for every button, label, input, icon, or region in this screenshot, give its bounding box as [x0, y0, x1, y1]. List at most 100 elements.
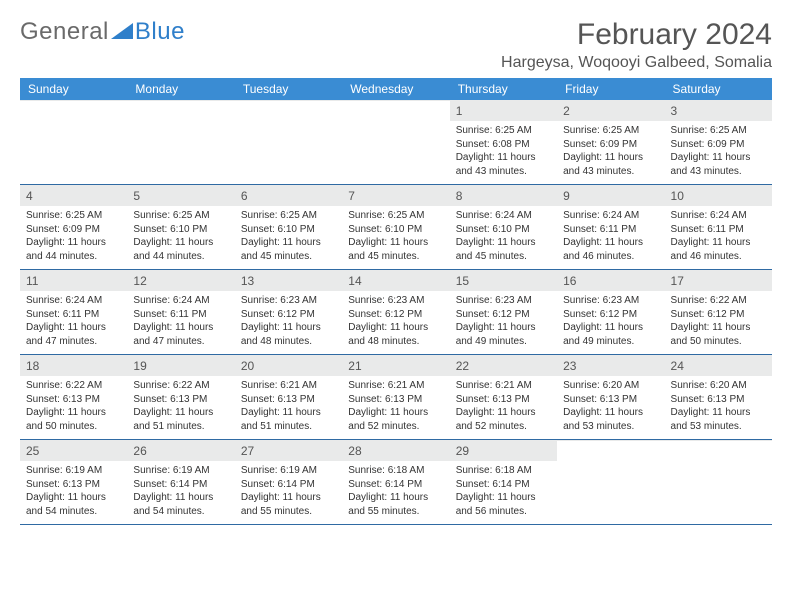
location-subtitle: Hargeysa, Woqooyi Galbeed, Somalia	[501, 54, 772, 72]
day-number: 8	[450, 185, 557, 206]
calendar-cell: 10Sunrise: 6:24 AMSunset: 6:11 PMDayligh…	[665, 185, 772, 270]
calendar-page: General Blue February 2024 Hargeysa, Woq…	[0, 0, 792, 535]
logo-text-general: General	[20, 18, 109, 46]
calendar-row: 18Sunrise: 6:22 AMSunset: 6:13 PMDayligh…	[20, 355, 772, 440]
day-details: Sunrise: 6:21 AMSunset: 6:13 PMDaylight:…	[450, 376, 557, 439]
day-number: 5	[127, 185, 234, 206]
calendar-cell: 6Sunrise: 6:25 AMSunset: 6:10 PMDaylight…	[235, 185, 342, 270]
day-number: 25	[20, 440, 127, 461]
calendar-table: SundayMondayTuesdayWednesdayThursdayFrid…	[20, 78, 772, 525]
day-number: 7	[342, 185, 449, 206]
calendar-cell	[557, 440, 664, 525]
day-details: Sunrise: 6:22 AMSunset: 6:12 PMDaylight:…	[665, 291, 772, 354]
day-number: 4	[20, 185, 127, 206]
day-details: Sunrise: 6:20 AMSunset: 6:13 PMDaylight:…	[557, 376, 664, 439]
logo: General Blue	[20, 18, 185, 46]
day-number: 20	[235, 355, 342, 376]
day-number: 28	[342, 440, 449, 461]
calendar-cell	[235, 100, 342, 185]
weekday-label: Tuesday	[235, 78, 342, 100]
calendar-cell: 1Sunrise: 6:25 AMSunset: 6:08 PMDaylight…	[450, 100, 557, 185]
day-number: 11	[20, 270, 127, 291]
calendar-cell: 26Sunrise: 6:19 AMSunset: 6:14 PMDayligh…	[127, 440, 234, 525]
day-number: 24	[665, 355, 772, 376]
header: General Blue February 2024 Hargeysa, Woq…	[20, 18, 772, 72]
calendar-cell	[342, 100, 449, 185]
day-details: Sunrise: 6:25 AMSunset: 6:08 PMDaylight:…	[450, 121, 557, 184]
day-number: 9	[557, 185, 664, 206]
day-details: Sunrise: 6:22 AMSunset: 6:13 PMDaylight:…	[127, 376, 234, 439]
calendar-cell: 19Sunrise: 6:22 AMSunset: 6:13 PMDayligh…	[127, 355, 234, 440]
day-details: Sunrise: 6:19 AMSunset: 6:14 PMDaylight:…	[235, 461, 342, 524]
day-details	[235, 121, 342, 179]
calendar-cell: 3Sunrise: 6:25 AMSunset: 6:09 PMDaylight…	[665, 100, 772, 185]
day-details: Sunrise: 6:23 AMSunset: 6:12 PMDaylight:…	[450, 291, 557, 354]
day-number: 12	[127, 270, 234, 291]
day-details: Sunrise: 6:25 AMSunset: 6:09 PMDaylight:…	[20, 206, 127, 269]
day-number: 3	[665, 100, 772, 121]
calendar-cell: 7Sunrise: 6:25 AMSunset: 6:10 PMDaylight…	[342, 185, 449, 270]
day-details: Sunrise: 6:25 AMSunset: 6:10 PMDaylight:…	[235, 206, 342, 269]
day-details: Sunrise: 6:19 AMSunset: 6:13 PMDaylight:…	[20, 461, 127, 524]
day-number: 14	[342, 270, 449, 291]
day-details: Sunrise: 6:18 AMSunset: 6:14 PMDaylight:…	[342, 461, 449, 524]
day-details: Sunrise: 6:24 AMSunset: 6:10 PMDaylight:…	[450, 206, 557, 269]
calendar-cell: 28Sunrise: 6:18 AMSunset: 6:14 PMDayligh…	[342, 440, 449, 525]
day-details: Sunrise: 6:23 AMSunset: 6:12 PMDaylight:…	[557, 291, 664, 354]
day-details: Sunrise: 6:22 AMSunset: 6:13 PMDaylight:…	[20, 376, 127, 439]
day-number	[127, 100, 234, 121]
day-details: Sunrise: 6:25 AMSunset: 6:09 PMDaylight:…	[665, 121, 772, 184]
day-number: 2	[557, 100, 664, 121]
day-details: Sunrise: 6:23 AMSunset: 6:12 PMDaylight:…	[342, 291, 449, 354]
calendar-cell: 15Sunrise: 6:23 AMSunset: 6:12 PMDayligh…	[450, 270, 557, 355]
day-details: Sunrise: 6:25 AMSunset: 6:09 PMDaylight:…	[557, 121, 664, 184]
calendar-body: 1Sunrise: 6:25 AMSunset: 6:08 PMDaylight…	[20, 100, 772, 525]
weekday-label: Sunday	[20, 78, 127, 100]
calendar-cell: 22Sunrise: 6:21 AMSunset: 6:13 PMDayligh…	[450, 355, 557, 440]
calendar-cell: 9Sunrise: 6:24 AMSunset: 6:11 PMDaylight…	[557, 185, 664, 270]
calendar-row: 11Sunrise: 6:24 AMSunset: 6:11 PMDayligh…	[20, 270, 772, 355]
weekday-label: Friday	[557, 78, 664, 100]
calendar-cell: 24Sunrise: 6:20 AMSunset: 6:13 PMDayligh…	[665, 355, 772, 440]
logo-text-blue: Blue	[135, 18, 185, 46]
calendar-cell: 12Sunrise: 6:24 AMSunset: 6:11 PMDayligh…	[127, 270, 234, 355]
day-number	[20, 100, 127, 121]
weekday-label: Wednesday	[342, 78, 449, 100]
calendar-cell: 2Sunrise: 6:25 AMSunset: 6:09 PMDaylight…	[557, 100, 664, 185]
calendar-cell	[665, 440, 772, 525]
day-details: Sunrise: 6:24 AMSunset: 6:11 PMDaylight:…	[127, 291, 234, 354]
calendar-cell: 25Sunrise: 6:19 AMSunset: 6:13 PMDayligh…	[20, 440, 127, 525]
day-details: Sunrise: 6:21 AMSunset: 6:13 PMDaylight:…	[342, 376, 449, 439]
calendar-cell: 18Sunrise: 6:22 AMSunset: 6:13 PMDayligh…	[20, 355, 127, 440]
day-number: 16	[557, 270, 664, 291]
day-number	[557, 440, 664, 461]
calendar-cell: 14Sunrise: 6:23 AMSunset: 6:12 PMDayligh…	[342, 270, 449, 355]
calendar-cell: 17Sunrise: 6:22 AMSunset: 6:12 PMDayligh…	[665, 270, 772, 355]
calendar-weekday-header: SundayMondayTuesdayWednesdayThursdayFrid…	[20, 78, 772, 100]
day-number: 13	[235, 270, 342, 291]
calendar-cell: 11Sunrise: 6:24 AMSunset: 6:11 PMDayligh…	[20, 270, 127, 355]
day-details	[557, 461, 664, 519]
calendar-cell: 13Sunrise: 6:23 AMSunset: 6:12 PMDayligh…	[235, 270, 342, 355]
day-details	[127, 121, 234, 179]
day-details: Sunrise: 6:21 AMSunset: 6:13 PMDaylight:…	[235, 376, 342, 439]
day-number: 21	[342, 355, 449, 376]
day-number: 1	[450, 100, 557, 121]
day-number: 17	[665, 270, 772, 291]
calendar-cell: 29Sunrise: 6:18 AMSunset: 6:14 PMDayligh…	[450, 440, 557, 525]
weekday-label: Saturday	[665, 78, 772, 100]
day-details	[342, 121, 449, 179]
calendar-cell: 5Sunrise: 6:25 AMSunset: 6:10 PMDaylight…	[127, 185, 234, 270]
day-number: 19	[127, 355, 234, 376]
day-details: Sunrise: 6:24 AMSunset: 6:11 PMDaylight:…	[557, 206, 664, 269]
day-number: 18	[20, 355, 127, 376]
logo-triangle-icon	[111, 23, 133, 39]
weekday-label: Monday	[127, 78, 234, 100]
day-details	[665, 461, 772, 519]
day-number: 29	[450, 440, 557, 461]
calendar-cell	[20, 100, 127, 185]
day-details: Sunrise: 6:20 AMSunset: 6:13 PMDaylight:…	[665, 376, 772, 439]
day-number	[665, 440, 772, 461]
calendar-cell: 8Sunrise: 6:24 AMSunset: 6:10 PMDaylight…	[450, 185, 557, 270]
day-number: 23	[557, 355, 664, 376]
